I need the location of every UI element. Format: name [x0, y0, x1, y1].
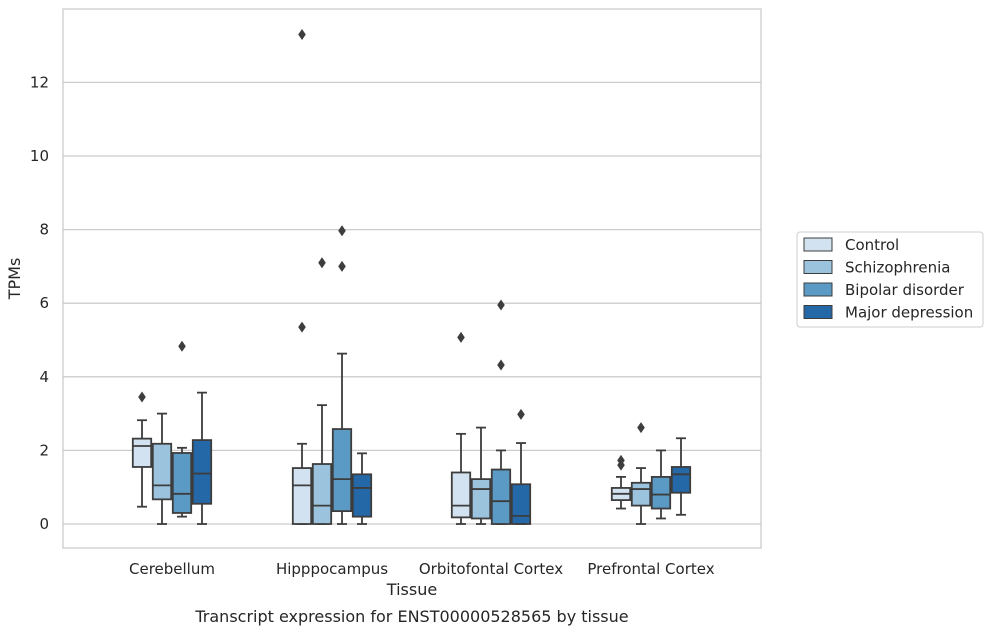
- y-tick-label: 8: [39, 221, 49, 239]
- legend: Control Schizophrenia Bipolar disorder Majo…: [796, 231, 984, 328]
- x-tick-label: Orbitofontal Cortex: [419, 560, 563, 578]
- outlier-point: [338, 225, 346, 237]
- legend-label: Control: [845, 236, 899, 254]
- box: [630, 481, 652, 507]
- x-axis-label: Tissue: [386, 580, 437, 599]
- y-tick-labels: 0 2 4 6 8 10 12: [30, 73, 49, 533]
- outlier-point: [617, 454, 625, 466]
- box: [351, 473, 373, 518]
- plot-frame: [62, 8, 762, 549]
- box: [490, 468, 512, 525]
- box-group: [450, 299, 532, 525]
- outlier-point: [298, 321, 306, 333]
- chart-caption: Transcript expression for ENST0000052856…: [194, 607, 628, 626]
- outlier-point: [457, 331, 465, 343]
- outlier-point: [497, 359, 505, 371]
- x-tick-label: Prefrontal Cortex: [587, 560, 714, 578]
- box: [311, 463, 333, 525]
- legend-swatch: [803, 282, 833, 297]
- x-tick-label: Cerebellum: [129, 560, 215, 578]
- y-tick-label: 2: [39, 441, 49, 459]
- x-tick-labels: Cerebellum Hipppocampus Orbitofontal Corte…: [129, 560, 715, 578]
- box: [670, 466, 692, 494]
- outlier-point: [138, 391, 146, 403]
- y-tick-label: 6: [39, 294, 49, 312]
- legend-swatch: [803, 305, 833, 319]
- box: [450, 471, 472, 519]
- legend-label: Major depression: [845, 304, 973, 322]
- box-group: [610, 422, 692, 525]
- outlier-point: [497, 299, 505, 311]
- box-group: [291, 29, 373, 525]
- outlier-point: [178, 340, 186, 352]
- legend-swatch: [803, 237, 833, 252]
- box: [151, 442, 173, 501]
- x-tick-label: Hipppocampus: [276, 560, 388, 578]
- outlier-point: [298, 29, 306, 41]
- y-tick-label: 4: [39, 368, 49, 386]
- y-axis-label: TPMs: [5, 258, 24, 301]
- box: [291, 467, 313, 525]
- outlier-point: [318, 257, 326, 269]
- legend-label: Bipolar disorder: [845, 281, 965, 299]
- box: [171, 452, 193, 514]
- box-groups: [131, 29, 692, 525]
- box: [470, 478, 492, 520]
- box: [131, 437, 153, 468]
- legend-label: Schizophrenia: [845, 259, 950, 277]
- legend-frame: [796, 231, 984, 328]
- y-tick-label: 0: [39, 515, 49, 533]
- outlier-point: [338, 260, 346, 272]
- box: [650, 475, 672, 510]
- box: [510, 483, 532, 525]
- y-tick-label: 10: [30, 147, 49, 165]
- gridlines: [63, 81, 761, 525]
- outlier-point: [517, 408, 525, 420]
- legend-swatch: [803, 260, 833, 274]
- box: [191, 439, 213, 505]
- box-group: [131, 340, 213, 525]
- outlier-point: [637, 422, 645, 434]
- y-tick-label: 12: [30, 73, 49, 91]
- box: [331, 428, 353, 513]
